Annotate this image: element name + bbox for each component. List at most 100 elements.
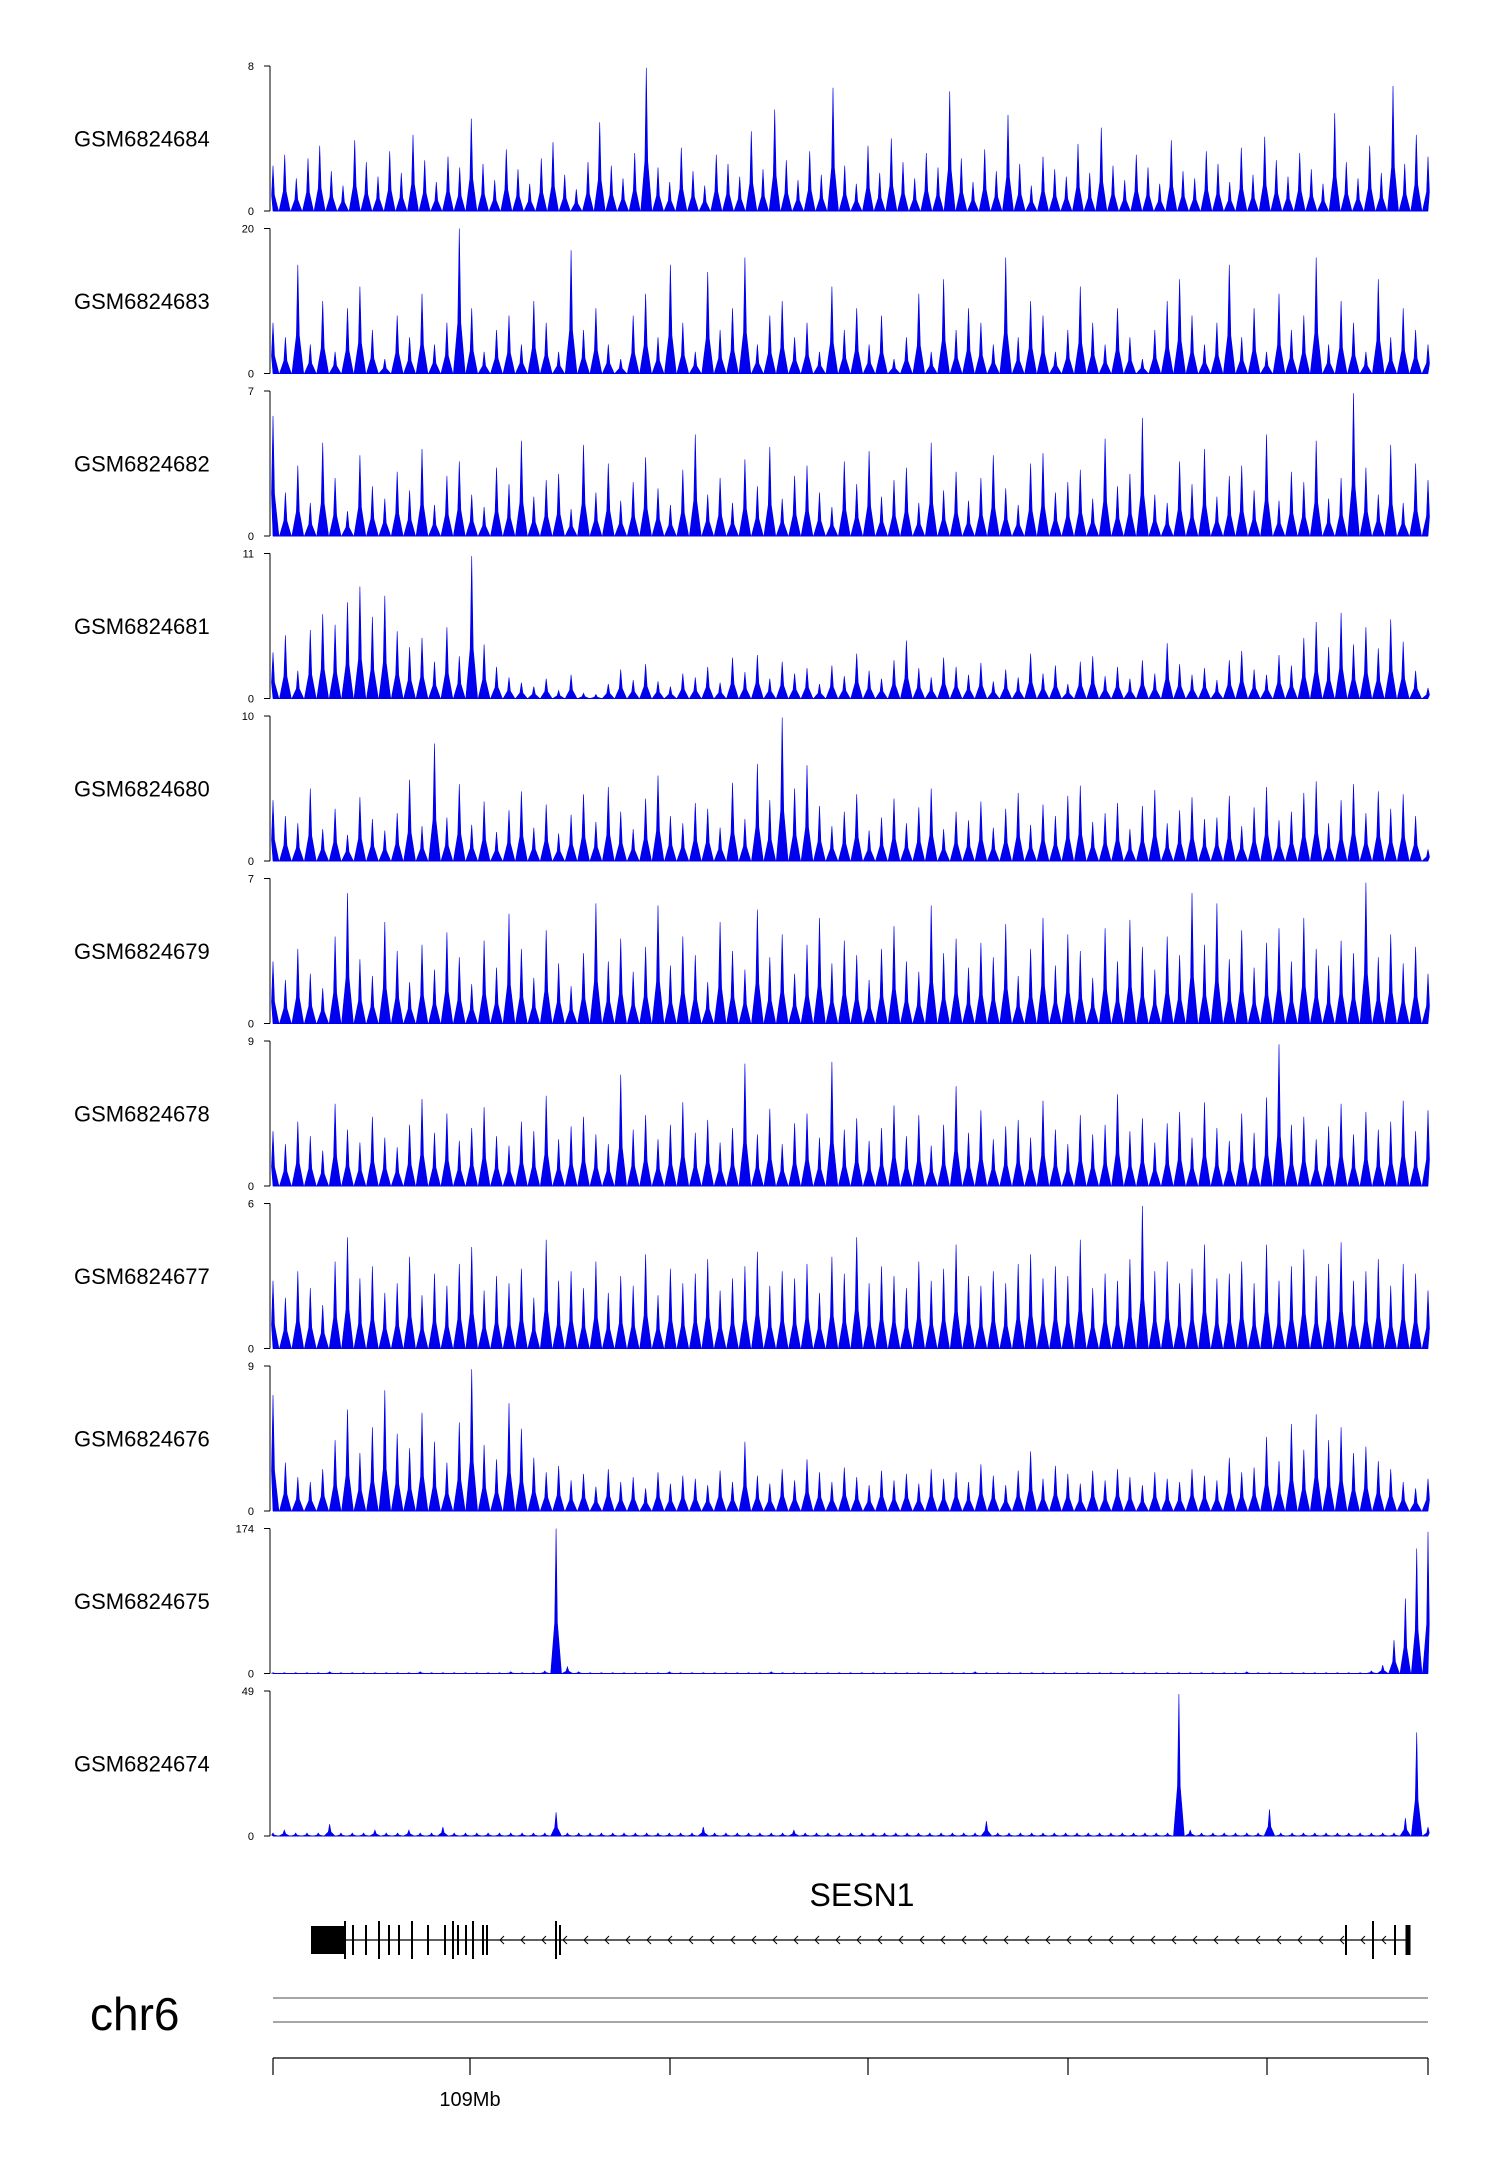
signal-peak xyxy=(825,506,839,537)
signal-peak xyxy=(788,788,801,862)
y-tick-label-max: 8 xyxy=(248,61,254,73)
signal-peak xyxy=(358,1832,370,1837)
track-label: GSM6824675 xyxy=(74,1589,210,1614)
signal-peak xyxy=(651,1295,665,1349)
signal-peak xyxy=(1148,969,1162,1024)
signal-peak xyxy=(900,961,913,1024)
y-tick-label-max: 10 xyxy=(242,711,254,723)
signal-peak xyxy=(962,674,975,699)
signal-peak xyxy=(726,782,739,862)
signal-peak xyxy=(366,329,379,374)
signal-peak xyxy=(845,1832,856,1837)
signal-peak xyxy=(502,484,516,537)
signal-peak xyxy=(689,955,702,1024)
signal-peak xyxy=(664,1268,677,1349)
signal-peak xyxy=(726,1481,739,1512)
signal-peak xyxy=(1347,322,1360,374)
signal-peak xyxy=(527,827,541,862)
signal-peak xyxy=(676,823,690,862)
signal-peak xyxy=(1061,934,1075,1024)
signal-peak xyxy=(974,1285,988,1349)
signal-peak xyxy=(1049,492,1062,537)
signal-peak xyxy=(1148,1271,1162,1349)
signal-peak xyxy=(900,823,913,862)
signal-peak xyxy=(1272,1461,1286,1512)
signal-peak xyxy=(415,944,429,1024)
signal-peak xyxy=(890,1832,902,1837)
signal-peak xyxy=(316,988,330,1024)
signal-peak xyxy=(803,151,816,212)
signal-peak xyxy=(1072,143,1084,212)
signal-peak xyxy=(937,1268,950,1349)
signal-peak xyxy=(1264,1672,1275,1674)
signal-peak xyxy=(589,903,603,1024)
signal-peak xyxy=(799,1832,811,1837)
signal-peak xyxy=(887,926,901,1024)
signal-peak xyxy=(987,1139,1000,1187)
signal-peak xyxy=(949,329,963,374)
signal-peak xyxy=(341,308,354,374)
signal-peak xyxy=(1130,154,1143,212)
signal-peak xyxy=(1399,1818,1412,1837)
signal-peak xyxy=(428,504,441,537)
signal-peak xyxy=(800,1459,814,1512)
signal-peak xyxy=(1136,1205,1149,1349)
signal-peak xyxy=(328,1261,342,1349)
signal-peak xyxy=(629,1832,641,1837)
signal-peak xyxy=(1037,1832,1049,1837)
signal-peak xyxy=(949,666,963,699)
signal-peak xyxy=(403,1829,415,1837)
signal-peak xyxy=(800,322,814,374)
signal-peak xyxy=(1185,1137,1199,1187)
signal-peak xyxy=(1207,1672,1219,1674)
signal-peak xyxy=(577,794,590,862)
signal-peak xyxy=(628,152,641,212)
signal-peak xyxy=(589,693,602,699)
signal-peak xyxy=(448,1832,460,1837)
signal-peak xyxy=(378,1137,392,1187)
signal-peak xyxy=(1396,1263,1410,1349)
signal-peak xyxy=(663,181,676,212)
signal-peak xyxy=(754,1672,766,1674)
strand-arrow xyxy=(499,1935,505,1945)
signal-peak xyxy=(617,178,629,212)
signal-peak xyxy=(986,344,1000,374)
signal-peak xyxy=(515,948,528,1024)
signal-peak xyxy=(1223,1140,1236,1187)
signal-peak xyxy=(552,351,566,374)
signal-peak xyxy=(278,1672,290,1674)
signal-peak xyxy=(887,660,901,699)
signal-peak xyxy=(1002,114,1014,212)
signal-peak xyxy=(1384,444,1397,537)
signal-peak xyxy=(862,145,874,212)
signal-peak xyxy=(535,158,548,212)
signal-peak xyxy=(1297,1116,1311,1187)
strand-arrow xyxy=(1276,1935,1282,1945)
signal-peak xyxy=(1148,329,1162,374)
signal-peak xyxy=(1123,337,1137,374)
signal-peak xyxy=(1252,1832,1264,1837)
signal-peak xyxy=(516,1832,528,1837)
signal-peak xyxy=(564,509,578,537)
signal-peak xyxy=(1177,171,1189,212)
signal-peak xyxy=(763,678,777,699)
signal-peak xyxy=(1396,1481,1410,1512)
signal-peak xyxy=(465,1246,478,1349)
signal-peak xyxy=(1309,257,1323,374)
signal-peak xyxy=(304,973,317,1024)
signal-peak xyxy=(1247,174,1259,212)
signal-peak xyxy=(1223,264,1236,374)
signal-peak xyxy=(1359,1271,1373,1349)
signal-peak xyxy=(738,818,752,862)
signal-peak xyxy=(1150,1832,1162,1837)
signal-peak xyxy=(366,486,379,537)
signal-peak xyxy=(291,823,305,862)
signal-peak xyxy=(924,1145,938,1187)
signal-peak xyxy=(601,1144,615,1187)
signal-peak xyxy=(1235,465,1248,537)
signal-peak xyxy=(850,183,863,212)
signal-peak xyxy=(640,67,653,212)
signal-peak xyxy=(1359,1111,1373,1187)
strand-arrow xyxy=(667,1935,673,1945)
signal-peak xyxy=(452,656,466,699)
